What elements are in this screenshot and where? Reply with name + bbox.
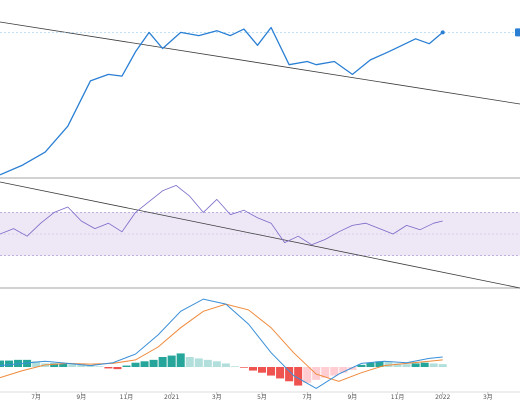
- price-badge: [515, 28, 520, 37]
- macd-histogram-bar: [68, 364, 77, 367]
- macd-histogram-bar: [258, 367, 267, 373]
- macd-histogram-bar: [230, 366, 239, 367]
- macd-histogram-bar: [50, 363, 59, 367]
- macd-histogram-bar: [140, 361, 149, 367]
- macd-histogram-bar: [32, 361, 41, 367]
- macd-histogram-bar: [149, 359, 158, 367]
- oscillator-trendline: [0, 181, 520, 289]
- macd-histogram-bar: [158, 357, 167, 367]
- macd-histogram-bar: [113, 367, 122, 370]
- macd-histogram-bar: [339, 367, 348, 373]
- macd-histogram-bar: [312, 367, 321, 380]
- macd-histogram-bar: [276, 367, 285, 379]
- x-axis: 7月9月11月20213月5月7月9月11月20223月5月: [0, 391, 520, 400]
- macd-histogram-bar: [429, 363, 438, 367]
- x-tick-label: 5月: [257, 394, 267, 400]
- x-tick-label: 7月: [31, 394, 41, 400]
- oscillator-series-line: [0, 185, 443, 246]
- macd-histogram-bar: [5, 360, 14, 367]
- macd-histogram-bar: [321, 367, 330, 378]
- macd-histogram-bar: [285, 367, 294, 382]
- x-tick-label: 11月: [391, 394, 405, 400]
- macd-histogram-bar: [357, 364, 366, 367]
- price-trendline: [0, 21, 520, 105]
- macd-histogram-bar: [366, 362, 375, 367]
- macd-histogram-bar: [122, 365, 131, 367]
- macd-histogram-bar: [294, 367, 303, 386]
- macd-histogram-bar: [438, 364, 447, 367]
- macd-histogram-bar: [420, 362, 429, 367]
- macd-histogram-bar: [203, 359, 212, 367]
- macd-histogram-bar: [411, 363, 420, 367]
- macd-histogram-bar: [375, 361, 384, 367]
- macd-histogram-bar: [402, 364, 411, 367]
- x-tick-label: 11月: [120, 394, 134, 400]
- macd-histogram-bar: [212, 361, 221, 367]
- macd-line: [0, 298, 443, 389]
- macd-histogram-bar: [95, 366, 104, 367]
- macd-histogram-bar: [0, 360, 5, 367]
- x-tick-label: 2021: [164, 394, 179, 400]
- macd-histogram-bar: [86, 365, 95, 367]
- macd-histogram-bar: [104, 367, 113, 369]
- macd-histogram-bar: [248, 367, 257, 371]
- price-last-point: [440, 30, 445, 35]
- macd-histogram-bar: [194, 358, 203, 367]
- macd-panel: [0, 298, 447, 389]
- macd-histogram-bar: [267, 367, 276, 376]
- macd-histogram-bar: [131, 362, 140, 367]
- macd-histogram-bar: [303, 367, 312, 383]
- macd-histogram-bar: [221, 363, 230, 367]
- price-series-line: [0, 26, 444, 176]
- macd-histogram-bar: [185, 357, 194, 367]
- x-tick-label: 7月: [302, 394, 312, 400]
- x-tick-label: 2022: [435, 394, 450, 400]
- price-panel: [0, 21, 520, 179]
- macd-histogram-bar: [384, 362, 393, 367]
- macd-histogram-bar: [330, 367, 339, 376]
- x-tick-label: 9月: [76, 394, 86, 400]
- x-tick-label: 3月: [212, 394, 222, 400]
- macd-signal-line: [0, 303, 443, 382]
- macd-histogram-bar: [348, 367, 357, 370]
- oscillator-panel: [0, 181, 520, 289]
- macd-histogram-bar: [77, 364, 86, 367]
- x-tick-label: 9月: [347, 394, 357, 400]
- price-badge-rect: [515, 28, 520, 37]
- macd-histogram-bar: [59, 363, 68, 367]
- macd-histogram-bar: [176, 353, 185, 367]
- macd-histogram-bar: [239, 367, 248, 368]
- x-tick-label: 3月: [483, 394, 493, 400]
- macd-histogram-bar: [393, 363, 402, 367]
- macd-histogram-bar: [167, 355, 176, 367]
